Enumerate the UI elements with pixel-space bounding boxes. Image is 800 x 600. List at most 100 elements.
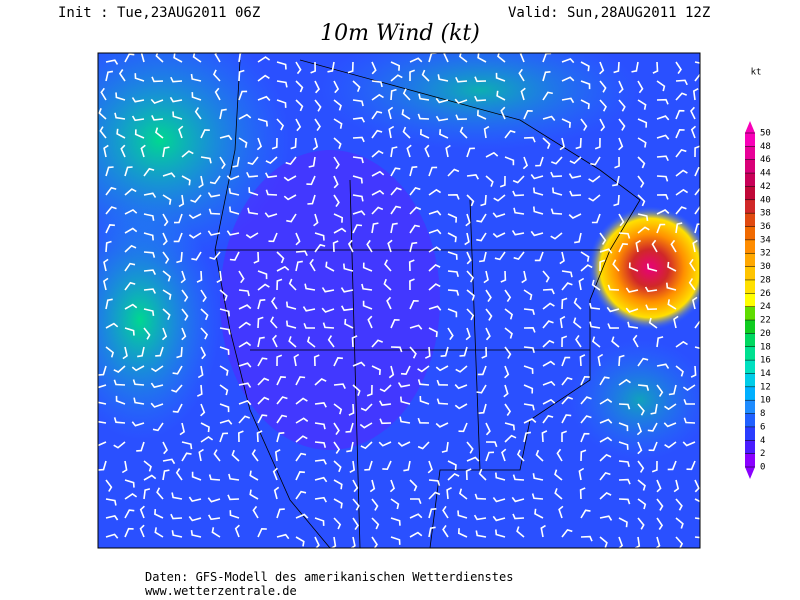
wind-barb xyxy=(409,69,415,81)
wind-barb xyxy=(694,73,700,82)
wind-barb xyxy=(636,422,643,436)
hurricane xyxy=(588,206,700,330)
wind-barb xyxy=(637,213,649,222)
wind-barb xyxy=(558,505,564,519)
wind-barb xyxy=(238,113,252,120)
wind-barb xyxy=(613,194,620,207)
wind-barb xyxy=(333,118,343,129)
colorbar-label: 34 xyxy=(760,235,771,245)
valid-time: Valid: Sun,28AUG2011 12Z xyxy=(508,5,710,21)
wind-barb xyxy=(541,430,548,443)
wind-barb xyxy=(257,414,268,424)
wind-barb xyxy=(561,430,567,442)
wind-barb xyxy=(152,422,164,432)
wind-barb xyxy=(188,496,202,503)
wind-barb xyxy=(530,230,544,237)
colorbar-label: 14 xyxy=(760,369,771,379)
wind-barb xyxy=(249,470,259,481)
wind-barb xyxy=(656,80,666,92)
wind-barb xyxy=(378,400,392,406)
wind-barb xyxy=(383,278,392,291)
wind-barb xyxy=(352,498,360,511)
wind-barb xyxy=(648,441,658,452)
wind-barb xyxy=(352,194,364,202)
wind-barb xyxy=(561,282,573,291)
wind-barb xyxy=(176,346,183,359)
wind-barb xyxy=(589,321,601,329)
wind-barb xyxy=(390,318,400,329)
wind-barb xyxy=(542,137,551,150)
wind-barb xyxy=(219,403,230,413)
wind-barb xyxy=(371,80,383,88)
wind-barb xyxy=(105,479,113,492)
wind-barb xyxy=(618,498,631,505)
wind-barb xyxy=(245,232,259,239)
wind-barb xyxy=(694,346,700,350)
wind-barb xyxy=(675,536,684,548)
wind-barb xyxy=(371,61,377,75)
wind-barb xyxy=(113,417,126,424)
wind-barb xyxy=(535,449,544,462)
wind-barb xyxy=(402,88,411,101)
wind-barb xyxy=(656,155,669,162)
wind-barb xyxy=(402,126,411,139)
wind-barb xyxy=(480,194,487,207)
wind-barb xyxy=(371,339,383,348)
wind-barb xyxy=(143,460,152,472)
wind-barb xyxy=(466,289,475,301)
wind-barb xyxy=(257,56,271,63)
wind-barb xyxy=(459,346,468,357)
wind-barb xyxy=(618,354,625,367)
wind-barb xyxy=(276,533,290,540)
wind-barb xyxy=(400,396,411,405)
wind-barb xyxy=(455,114,468,121)
wind-barb xyxy=(542,270,550,283)
wind-barb xyxy=(690,125,697,139)
wind-barb xyxy=(390,167,401,177)
wind-barb xyxy=(417,441,430,450)
wind-barb xyxy=(314,422,326,430)
colorbar-swatch xyxy=(745,186,755,200)
wind-barb xyxy=(200,308,209,321)
wind-barb xyxy=(252,505,259,519)
wind-barb xyxy=(495,472,506,481)
wind-barb xyxy=(124,166,133,177)
wind-barb xyxy=(409,57,423,63)
wind-barb xyxy=(105,514,119,521)
wind-barb xyxy=(651,460,658,473)
wind-barb xyxy=(162,146,170,158)
wind-barb xyxy=(113,365,126,373)
wind-barb xyxy=(458,488,468,500)
wind-barb xyxy=(162,213,169,227)
wind-barb xyxy=(143,269,157,275)
wind-barb xyxy=(295,513,309,519)
wind-barb xyxy=(367,315,373,329)
wind-barb xyxy=(290,137,297,150)
wind-barb xyxy=(495,72,506,82)
wind-barb xyxy=(675,365,684,377)
wind-barb xyxy=(513,207,525,215)
wind-barb xyxy=(116,128,126,139)
colorbar-label: 48 xyxy=(760,142,771,152)
wind-barb xyxy=(419,395,430,405)
wind-barb xyxy=(173,213,183,224)
wind-barb xyxy=(295,250,308,257)
wind-barb xyxy=(257,527,267,538)
wind-barb xyxy=(591,279,601,291)
wind-barb xyxy=(625,307,639,313)
wind-barb xyxy=(276,80,288,88)
wind-barb xyxy=(447,232,457,243)
wind-barb xyxy=(312,137,319,151)
wind-barb xyxy=(306,336,316,348)
wind-barb xyxy=(333,479,343,490)
wind-barb xyxy=(675,340,688,348)
wind-barb xyxy=(523,326,536,333)
wind-barb xyxy=(439,129,449,139)
wind-barb xyxy=(137,346,145,358)
wind-barb xyxy=(447,327,454,341)
wind-barb xyxy=(295,232,301,246)
wind-barb xyxy=(618,232,631,239)
wind-barb xyxy=(675,92,687,101)
wind-barbs xyxy=(98,53,700,548)
wind-barb xyxy=(599,80,607,93)
